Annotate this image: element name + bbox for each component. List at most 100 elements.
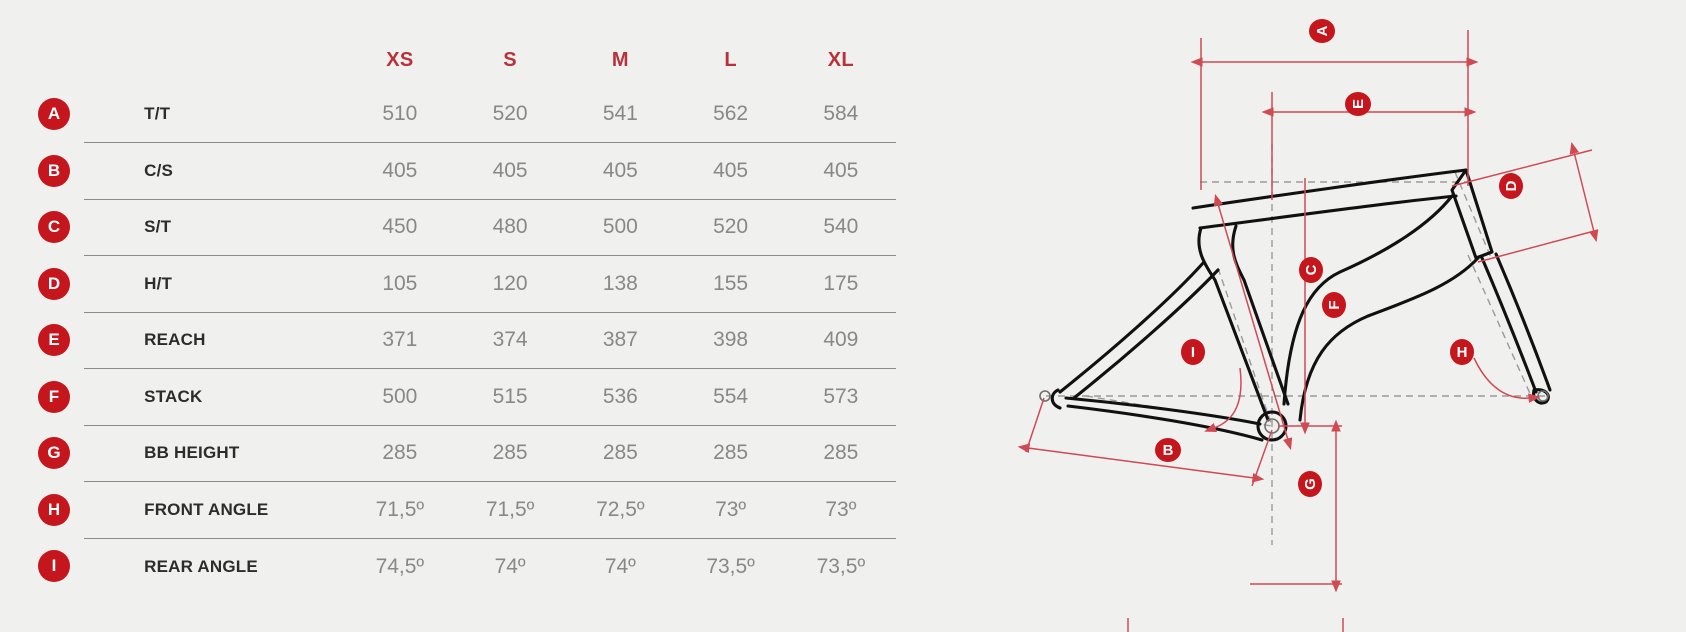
row-label: S/T [144,217,172,237]
dimension-badge-H: H [1450,339,1474,365]
value-text: 120 [492,271,528,295]
value-cell: 540 [785,198,896,256]
header-badge-col [28,34,84,86]
value-text: 541 [602,102,638,125]
value-text: 285 [823,441,859,465]
dimension-badge-B-label: B [1163,442,1174,459]
value-text: 73,5º [706,554,755,578]
value-text: 450 [382,215,418,239]
dimension-badge-B: B [1155,438,1181,462]
dimension-badge-E-label: E [1350,99,1367,109]
value-cell: 73º [785,481,896,538]
dimension-badge-I-label: I [1191,344,1195,361]
dimension-badge-I: I [1181,339,1205,365]
value-cell: 138 [565,255,676,312]
value-text: 74,5º [375,554,425,578]
header-size-m: M [611,48,629,71]
row-badge-a: A [38,98,70,131]
value-text: 155 [713,271,749,295]
header-size-l: L [724,48,737,71]
dimension-lines [1017,30,1599,593]
value-cell: 515 [454,368,566,425]
row-label: T/T [144,104,171,123]
row-label: FRONT ANGLE [144,499,269,519]
value-cell: 175 [785,255,896,312]
value-cell: 285 [454,424,566,482]
row-label-cell: REACH [84,311,345,369]
value-cell: 120 [454,255,566,312]
row-badge-cell: H [28,482,84,539]
value-cell: 398 [675,311,786,369]
row-badge-cell: A [28,86,84,143]
value-text: 510 [382,102,418,125]
value-cell: 74º [565,537,676,595]
value-text: 554 [713,384,749,408]
row-label: REAR ANGLE [144,556,258,576]
value-cell: 405 [454,142,566,199]
table-row: E REACH 371 374 387 398 409 [28,311,896,369]
table-row: D H/T 105 120 138 155 175 [28,255,896,312]
value-cell: 500 [565,198,676,256]
row-label-cell: S/T [84,198,345,256]
value-text: 584 [823,102,859,125]
row-badge-cell: B [28,143,84,200]
value-cell: 554 [675,368,786,425]
table-row: G BB HEIGHT 285 285 285 285 285 [28,424,896,482]
table-header: XS S M L XL [28,34,896,86]
table-row: I REAR ANGLE 74,5º 74º 74º 73,5º 73,5º [28,537,896,595]
row-label-cell: REAR ANGLE [84,537,345,595]
header-label-col [84,34,345,86]
row-label: H/T [144,273,173,293]
dimension-badge-E: E [1345,92,1371,116]
value-cell: 584 [786,86,896,143]
row-badge-cell: I [28,538,84,595]
row-label: STACK [144,386,203,406]
value-cell: 71,5º [344,481,455,538]
value-text: 138 [602,271,638,295]
table-row: B C/S 405 405 405 405 405 [28,142,896,200]
value-cell: 285 [785,424,896,482]
value-text: 520 [492,102,528,125]
value-cell: 73,5º [675,537,786,595]
dimension-badge-A-label: A [1314,25,1331,36]
value-cell: 409 [785,311,896,369]
value-cell: 510 [345,86,455,143]
table-body: A T/T 510 520 541 562 584 B C/S 405 405 405 405 405 C S… [28,86,896,595]
row-badge-cell: G [28,425,84,482]
value-text: 536 [602,384,638,408]
value-cell: 387 [565,311,676,369]
value-cell: 405 [344,142,455,199]
geometry-table: XS S M L XL A T/T 510 520 541 562 584 B C/S 405 40… [28,34,896,595]
value-text: 405 [823,158,859,182]
value-cell: 285 [675,424,786,482]
value-text: 562 [713,102,749,125]
table-row: F STACK 500 515 536 554 573 [28,368,896,425]
row-badge-d: D [38,267,70,300]
geometry-table-panel: XS S M L XL A T/T 510 520 541 562 584 B C/S 405 40… [28,34,896,595]
frame-outline [1050,168,1552,442]
row-badge-b: B [38,154,70,187]
dimension-badge-G-label: G [1302,478,1319,490]
value-cell: 73º [675,481,786,538]
value-text: 73º [825,497,857,521]
table-row: A T/T 510 520 541 562 584 [28,86,896,143]
row-badge-cell: C [28,199,84,256]
row-badge-h: H [38,493,70,526]
row-label: REACH [144,330,206,350]
value-text: 398 [713,328,749,352]
value-text: 480 [492,215,528,239]
value-cell: 573 [785,368,896,425]
header-size-xs: XS [386,48,414,71]
row-label-cell: H/T [84,255,345,312]
value-cell: 71,5º [454,481,566,538]
value-cell: 72,5º [565,481,676,538]
value-text: 71,5º [375,497,425,521]
value-cell: 541 [565,86,675,143]
value-cell: 374 [454,311,566,369]
value-text: 520 [713,215,749,239]
value-cell: 405 [675,142,786,199]
value-cell: 285 [344,424,455,482]
value-text: 285 [382,441,418,465]
value-cell: 405 [785,142,896,199]
row-label: C/S [144,160,174,180]
